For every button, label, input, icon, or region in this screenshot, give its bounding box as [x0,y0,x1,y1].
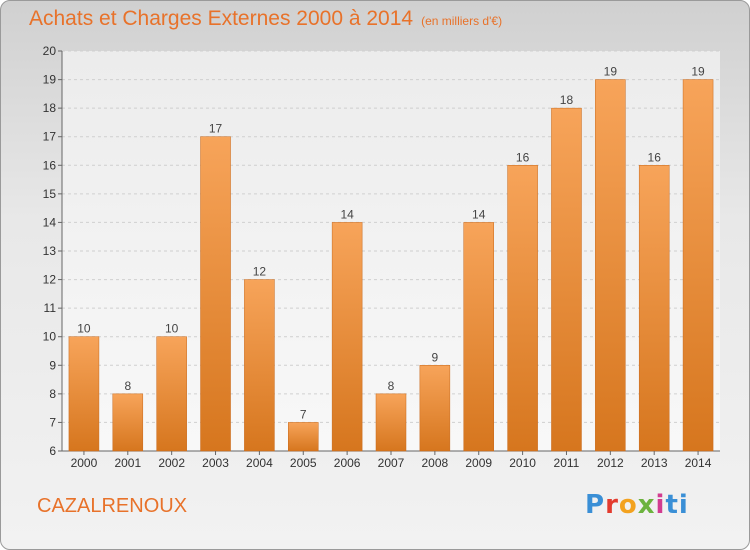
bar-2001 [112,393,144,452]
bar-2000 [68,336,100,452]
y-tick-label: 9 [49,358,56,372]
x-tick-label-2012: 2012 [597,456,624,470]
x-tick-label-2003: 2003 [202,456,229,470]
data-label-2002: 10 [165,322,179,336]
bar-2003 [200,136,231,452]
data-label-2004: 12 [253,265,267,279]
data-label-2013: 16 [648,150,662,164]
data-label-2012: 19 [604,65,618,79]
data-label-2003: 17 [209,122,223,136]
proxiti-logo: Proxiti [585,490,689,520]
x-tick-label-2002: 2002 [158,456,185,470]
data-label-2011: 18 [560,93,574,107]
chart-unit: (en milliers d'€) [421,14,503,28]
x-tick-label-2008: 2008 [422,456,449,470]
bar-2006 [331,222,363,452]
y-tick-label: 13 [43,244,57,258]
y-tick-label: 11 [44,301,57,315]
data-label-2001: 8 [124,379,131,393]
data-label-2008: 9 [432,350,439,364]
chart-title: Achats et Charges Externes 2000 à 2014 (e… [29,7,502,31]
y-tick-label: 12 [43,273,57,287]
y-tick-label: 7 [49,415,56,429]
data-label-2007: 8 [388,379,395,393]
x-tick-label-2005: 2005 [290,456,317,470]
y-tick-label: 14 [43,215,57,229]
data-label-2009: 14 [472,207,486,221]
data-label-2014: 19 [691,65,705,79]
y-tick-label: 15 [43,187,57,201]
bar-2002 [156,336,187,452]
y-tick-label: 18 [43,101,57,115]
commune-name: CAZALRENOUX [37,495,188,517]
data-label-2005: 7 [300,407,307,421]
data-label-2000: 10 [77,322,91,336]
bar-2004 [244,279,275,452]
bar-2014 [682,79,714,452]
bar-2005 [288,422,319,452]
y-tick-label: 6 [49,444,56,458]
bar-2012 [595,79,626,452]
bar-2011 [551,107,582,452]
bar-2013 [638,165,670,452]
x-tick-label-2013: 2013 [641,456,668,470]
x-tick-label-2006: 2006 [334,456,361,470]
y-tick-label: 19 [43,73,57,87]
x-tick-label-2004: 2004 [246,456,273,470]
y-tick-label: 10 [43,330,57,344]
x-tick-label-2001: 2001 [114,456,141,470]
data-label-2006: 14 [340,207,354,221]
x-tick-label-2009: 2009 [465,456,492,470]
x-tick-label-2011: 2011 [554,456,580,470]
y-tick-label: 8 [49,387,56,401]
bar-2007 [375,393,407,452]
x-tick-label-2000: 2000 [71,456,98,470]
bar-2010 [507,165,538,452]
data-label-2010: 16 [516,150,530,164]
y-tick-label: 17 [43,130,57,144]
y-tick-label: 20 [43,44,57,58]
bar-2009 [463,222,494,452]
y-tick-label: 16 [43,158,57,172]
x-tick-label-2014: 2014 [685,456,712,470]
x-tick-label-2007: 2007 [378,456,405,470]
chart-title-text: Achats et Charges Externes 2000 à 2014 [29,7,414,30]
bar-2008 [419,365,451,452]
x-tick-label-2010: 2010 [509,456,536,470]
